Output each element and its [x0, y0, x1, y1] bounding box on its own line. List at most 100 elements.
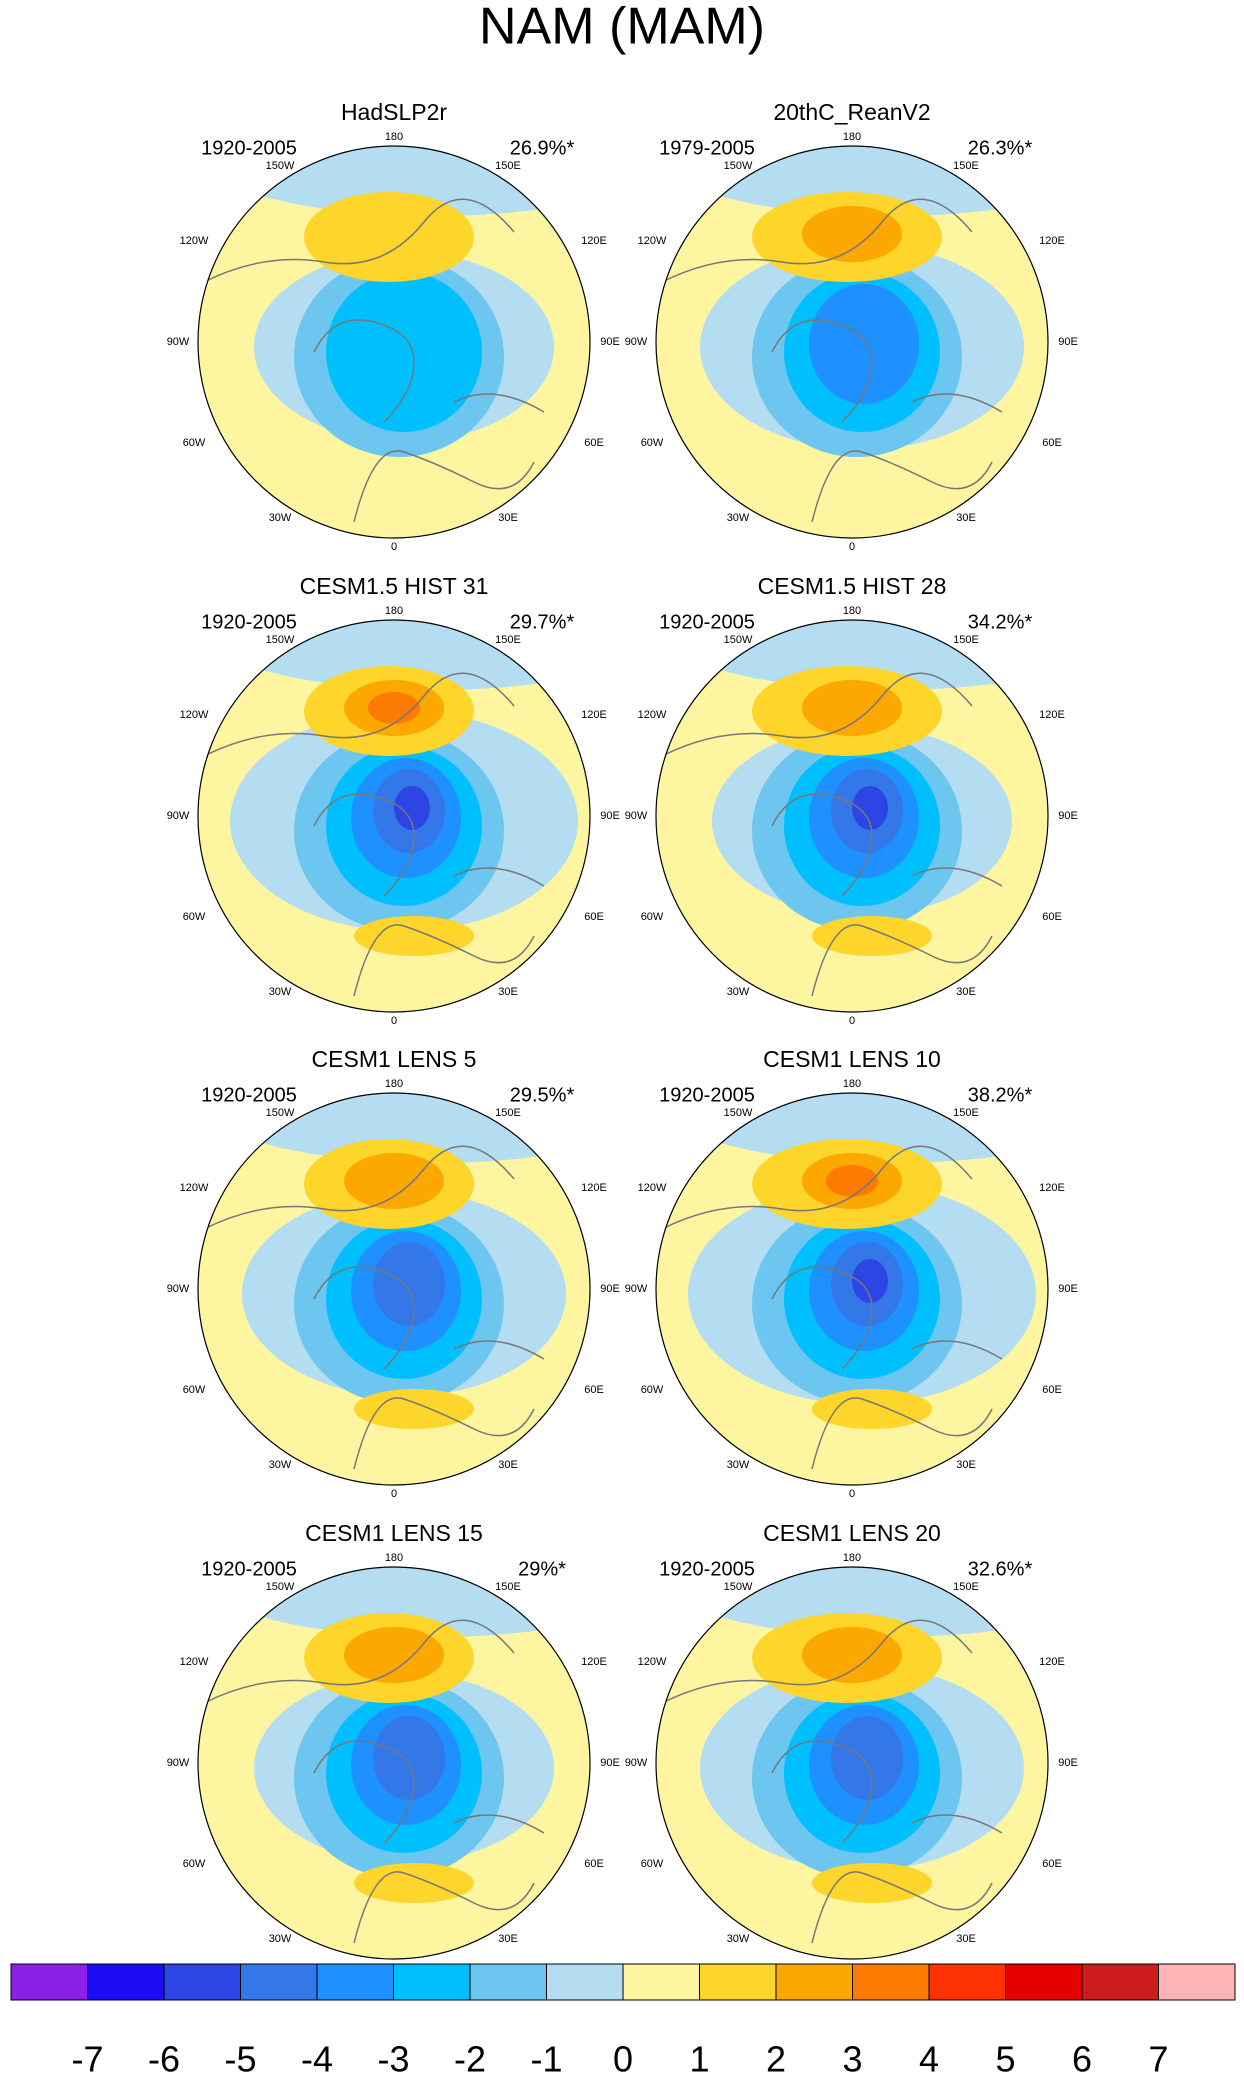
- longitude-label: 150E: [495, 1107, 521, 1119]
- longitude-label: 0: [391, 1015, 397, 1027]
- longitude-label: 30W: [269, 1933, 292, 1945]
- panel-period: 1920-2005: [659, 1558, 755, 1580]
- panel-variance: 29%*: [518, 1558, 566, 1580]
- longitude-label: 150W: [724, 160, 753, 172]
- longitude-label: 30E: [498, 512, 518, 524]
- coastline: [661, 1619, 1003, 1944]
- longitude-label: 150W: [724, 1581, 753, 1593]
- longitude-label: 150W: [724, 1107, 753, 1119]
- longitude-label: 120W: [638, 1182, 667, 1194]
- longitude-label: 90E: [1058, 1283, 1078, 1295]
- map-border: [655, 145, 1049, 539]
- longitude-label: 0: [849, 1488, 855, 1500]
- longitude-label: 30E: [956, 1459, 976, 1471]
- high-region: [826, 1165, 878, 1197]
- longitude-label: 60E: [1042, 1384, 1062, 1396]
- longitude-label: 30E: [956, 512, 976, 524]
- high-region: [802, 206, 902, 262]
- coastline: [203, 672, 545, 997]
- map-field: [656, 146, 1048, 538]
- panel-title: CESM1 LENS 10: [763, 1046, 941, 1072]
- longitude-label: 90E: [600, 336, 620, 348]
- longitude-label: 60W: [641, 1858, 664, 1870]
- map-field: [656, 1093, 1048, 1485]
- longitude-label: 90E: [600, 810, 620, 822]
- longitude-label: 60W: [183, 911, 206, 923]
- high-region: [812, 916, 932, 956]
- low-region: [831, 1716, 903, 1800]
- colorbar-box: [10, 1963, 88, 2001]
- longitude-label: 120W: [638, 709, 667, 721]
- figure-title: NAM (MAM): [479, 0, 765, 56]
- longitude-label: 120E: [581, 235, 607, 247]
- longitude-label: 30E: [956, 986, 976, 998]
- panel-title: CESM1.5 HIST 31: [300, 573, 489, 599]
- longitude-label: 150W: [266, 160, 295, 172]
- longitude-label: 60E: [584, 437, 604, 449]
- longitude-label: 120E: [1039, 1656, 1065, 1668]
- longitude-label: 180: [843, 605, 861, 617]
- longitude-label: 30E: [498, 1933, 518, 1945]
- colorbar-label: 4: [919, 2039, 939, 2080]
- panel-period: 1920-2005: [201, 1558, 297, 1580]
- map-border: [655, 619, 1049, 1013]
- colorbar-label: 3: [842, 2039, 862, 2080]
- longitude-label: 150W: [266, 634, 295, 646]
- longitude-label: 30E: [498, 1459, 518, 1471]
- longitude-label: 180: [385, 605, 403, 617]
- longitude-label: 90E: [600, 1283, 620, 1295]
- longitude-label: 30W: [269, 512, 292, 524]
- longitude-label: 90W: [167, 1283, 190, 1295]
- longitude-label: 120E: [1039, 709, 1065, 721]
- coastline: [661, 1145, 1003, 1470]
- high-region: [812, 1389, 932, 1429]
- low-region: [852, 1259, 888, 1303]
- longitude-label: 90W: [167, 1757, 190, 1769]
- high-region: [368, 692, 420, 724]
- longitude-label: 120W: [638, 1656, 667, 1668]
- longitude-label: 180: [843, 131, 861, 143]
- longitude-label: 150W: [724, 634, 753, 646]
- map-field: [198, 1093, 590, 1485]
- map-border: [655, 1566, 1049, 1960]
- colorbar-label: 7: [1148, 2039, 1168, 2080]
- longitude-label: 60E: [1042, 437, 1062, 449]
- panel-period: 1920-2005: [659, 611, 755, 633]
- longitude-label: 150E: [953, 1107, 979, 1119]
- longitude-label: 90E: [1058, 336, 1078, 348]
- high-region: [354, 1863, 474, 1903]
- longitude-label: 90W: [167, 810, 190, 822]
- longitude-label: 30E: [498, 986, 518, 998]
- map-field: [198, 146, 590, 538]
- coastline: [661, 198, 1003, 523]
- longitude-label: 120E: [1039, 235, 1065, 247]
- high-region: [354, 1389, 474, 1429]
- colorbar-box: [1005, 1963, 1083, 2001]
- longitude-label: 120W: [638, 235, 667, 247]
- colorbar: -7 -6 -5 -4 -3 -2 -1 0 1 2 3 4 5 6 7: [10, 1963, 1236, 2080]
- longitude-label: 150E: [953, 1581, 979, 1593]
- map-panel: CESM1 LENS 10 1920-2005 38.2%* 180 150W 150E 1…: [625, 1046, 1078, 1500]
- colorbar-label: 2: [766, 2039, 786, 2080]
- low-region: [394, 786, 430, 830]
- map-field: [198, 1567, 590, 1959]
- map-border: [197, 1092, 591, 1486]
- colorbar-box: [1081, 1963, 1159, 2001]
- map-border: [197, 145, 591, 539]
- colorbar-label: 5: [995, 2039, 1015, 2080]
- coastline: [203, 1619, 545, 1944]
- colorbar-box: [469, 1963, 547, 2001]
- map-panel: CESM1 LENS 20 1920-2005 32.6%* 180 150W 150E 1…: [625, 1520, 1078, 1974]
- panel-variance: 38.2%*: [968, 1084, 1033, 1106]
- panel-variance: 26.3%*: [968, 137, 1033, 159]
- colorbar-box: [87, 1963, 165, 2001]
- longitude-label: 120W: [180, 1656, 209, 1668]
- longitude-label: 120E: [581, 709, 607, 721]
- longitude-label: 90W: [625, 810, 648, 822]
- longitude-label: 120W: [180, 235, 209, 247]
- longitude-label: 60W: [641, 1384, 664, 1396]
- longitude-label: 60W: [641, 437, 664, 449]
- longitude-label: 150W: [266, 1107, 295, 1119]
